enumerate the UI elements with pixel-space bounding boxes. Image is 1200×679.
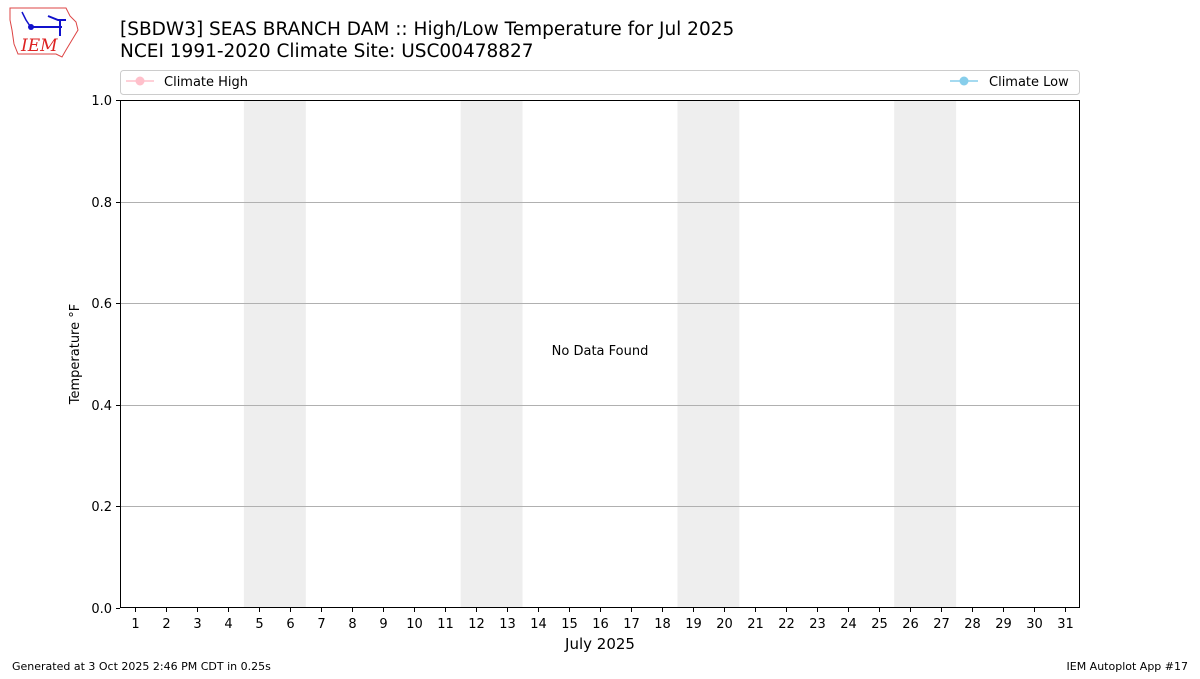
y-grid bbox=[120, 202, 1080, 507]
x-tick-label: 23 bbox=[809, 617, 826, 632]
x-tick-label: 2 bbox=[162, 617, 170, 632]
y-tick-label: 0.0 bbox=[91, 602, 112, 617]
weekend-band bbox=[243, 100, 306, 608]
y-tick-label: 1.0 bbox=[91, 94, 112, 109]
x-tick-label: 22 bbox=[778, 617, 795, 632]
legend-item-climate-high: Climate High bbox=[126, 75, 248, 90]
x-tick-label: 9 bbox=[379, 617, 387, 632]
x-tick-label: 21 bbox=[747, 617, 764, 632]
x-tick-label: 17 bbox=[623, 617, 640, 632]
x-tick-label: 26 bbox=[902, 617, 919, 632]
x-axis-ticks: 1 2 3 4 5 6 7 8 9 10 11 12 13 14 15 16 17 18 19 20 21 22 23 24 2… bbox=[131, 608, 1074, 632]
iem-logo: IEM bbox=[9, 7, 79, 58]
x-tick-label: 12 bbox=[468, 617, 485, 632]
y-tick-label: 0.2 bbox=[91, 500, 112, 515]
x-tick-label: 18 bbox=[654, 617, 671, 632]
x-tick-label: 3 bbox=[193, 617, 201, 632]
y-tick-label: 0.6 bbox=[91, 297, 112, 312]
x-tick-label: 29 bbox=[995, 617, 1012, 632]
x-tick-label: 6 bbox=[286, 617, 294, 632]
x-tick-label: 24 bbox=[840, 617, 857, 632]
x-tick-label: 31 bbox=[1057, 617, 1074, 632]
plot-area-frame bbox=[120, 100, 1080, 608]
x-tick-label: 1 bbox=[131, 617, 139, 632]
x-tick-label: 19 bbox=[685, 617, 702, 632]
y-tick-label: 0.8 bbox=[91, 196, 112, 211]
chart-title-line2: NCEI 1991-2020 Climate Site: USC00478827 bbox=[120, 41, 534, 62]
x-tick-label: 14 bbox=[530, 617, 547, 632]
svg-text:IEM: IEM bbox=[20, 36, 58, 56]
x-tick-label: 15 bbox=[561, 617, 578, 632]
x-tick-label: 30 bbox=[1026, 617, 1043, 632]
x-tick-label: 8 bbox=[348, 617, 356, 632]
weekend-band bbox=[460, 100, 523, 608]
legend: Climate High Climate Low bbox=[120, 70, 1080, 95]
footer-app: IEM Autoplot App #17 bbox=[1067, 660, 1189, 673]
no-data-annotation: No Data Found bbox=[552, 344, 649, 359]
y-axis-label: Temperature °F bbox=[68, 304, 83, 405]
legend-item-climate-low: Climate Low bbox=[950, 75, 1069, 90]
x-tick-label: 25 bbox=[871, 617, 888, 632]
x-tick-label: 7 bbox=[317, 617, 325, 632]
x-tick-label: 13 bbox=[499, 617, 516, 632]
weekend-band bbox=[677, 100, 740, 608]
chart-title-line1: [SBDW3] SEAS BRANCH DAM :: High/Low Temp… bbox=[120, 19, 734, 40]
x-axis-label: July 2025 bbox=[564, 635, 635, 653]
footer-generated: Generated at 3 Oct 2025 2:46 PM CDT in 0… bbox=[12, 660, 271, 673]
weekend-shading bbox=[243, 100, 957, 608]
x-tick-label: 5 bbox=[255, 617, 263, 632]
x-tick-label: 27 bbox=[933, 617, 950, 632]
y-tick-label: 0.4 bbox=[91, 399, 112, 414]
x-tick-label: 28 bbox=[964, 617, 981, 632]
weekend-band bbox=[894, 100, 957, 608]
legend-label-climate-high: Climate High bbox=[164, 75, 248, 90]
y-axis-ticks: 0.0 0.2 0.4 0.6 0.8 1.0 bbox=[91, 94, 120, 617]
x-tick-label: 10 bbox=[406, 617, 423, 632]
x-tick-label: 20 bbox=[716, 617, 733, 632]
x-tick-label: 4 bbox=[224, 617, 232, 632]
legend-label-climate-low: Climate Low bbox=[989, 75, 1069, 90]
x-tick-label: 16 bbox=[592, 617, 609, 632]
x-tick-label: 11 bbox=[437, 617, 454, 632]
